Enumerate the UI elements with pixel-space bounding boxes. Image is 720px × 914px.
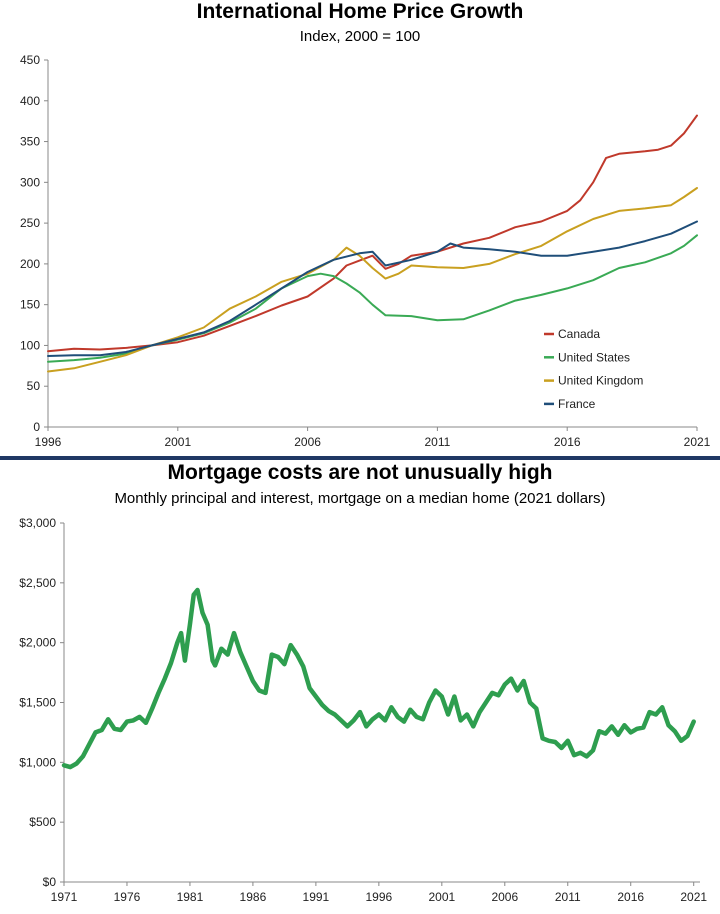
y-tick-label: $2,500: [19, 576, 56, 590]
mortgage-cost-plot: $0 $500 $1,000 $1,500 $2,000 $2,500 $3,000 1971…: [19, 516, 707, 904]
panel-divider: [0, 456, 720, 460]
x-tick-label: 1996: [35, 435, 62, 449]
x-tick-label: 2001: [164, 435, 191, 449]
x-tick-label: 2021: [680, 890, 707, 904]
x-tick-label: 1996: [365, 890, 392, 904]
chart-subtitle: Index, 2000 = 100: [299, 28, 421, 45]
y-tick-label: 200: [20, 257, 40, 271]
x-tick-label: 2016: [617, 890, 644, 904]
x-tick-label: 2011: [555, 890, 581, 904]
home-price-chart-panel: International Home Price Growth Index, 2…: [20, 0, 711, 449]
x-tick-label: 2016: [554, 435, 581, 449]
x-tick-label: 2006: [294, 435, 321, 449]
legend-label: France: [558, 397, 596, 411]
series-line-1: [47, 234, 698, 363]
x-tick-label: 1976: [114, 890, 141, 904]
y-tick-label: 400: [20, 94, 40, 108]
legend-label: United Kingdom: [558, 374, 643, 388]
x-tick-label: 2011: [424, 435, 450, 449]
legend-label: Canada: [558, 327, 600, 341]
chart-subtitle: Monthly principal and interest, mortgage…: [114, 490, 606, 507]
mortgage-cost-chart-panel: Mortgage costs are not unusually high Mo…: [0, 461, 720, 914]
y-tick-label: $1,500: [19, 696, 56, 710]
y-tick-label: 250: [20, 216, 40, 230]
y-tick-label: 150: [20, 298, 40, 312]
series-line-0: [61, 587, 696, 770]
chart-title: International Home Price Growth: [196, 0, 524, 23]
y-tick-label: 450: [20, 53, 40, 67]
x-tick-label: 2021: [684, 435, 711, 449]
y-tick-label: $0: [43, 875, 57, 889]
y-tick-label: $3,000: [19, 516, 56, 530]
legend-label: United States: [558, 350, 630, 364]
series-line-3: [47, 220, 698, 357]
y-tick-label: 300: [20, 175, 40, 189]
y-tick-label: 0: [33, 420, 40, 434]
home-price-plot: 0 50 100 150 200 250 300 350 400 450 1996 2001 2006 2…: [20, 53, 711, 449]
x-tick-label: 1981: [177, 890, 204, 904]
y-tick-label: $1,000: [19, 755, 56, 769]
y-tick-label: $2,000: [19, 636, 56, 650]
x-tick-label: 1991: [303, 890, 330, 904]
y-tick-label: 100: [20, 338, 40, 352]
y-tick-label: 350: [20, 135, 40, 149]
y-tick-label: 50: [27, 379, 41, 393]
series-line-0: [47, 114, 698, 353]
x-tick-label: 2001: [428, 890, 455, 904]
y-tick-label: $500: [29, 815, 56, 829]
series-line-2: [47, 187, 698, 373]
x-tick-label: 1971: [51, 890, 78, 904]
x-tick-label: 2006: [491, 890, 518, 904]
x-tick-label: 1986: [240, 890, 267, 904]
chart-title: Mortgage costs are not unusually high: [167, 461, 553, 484]
